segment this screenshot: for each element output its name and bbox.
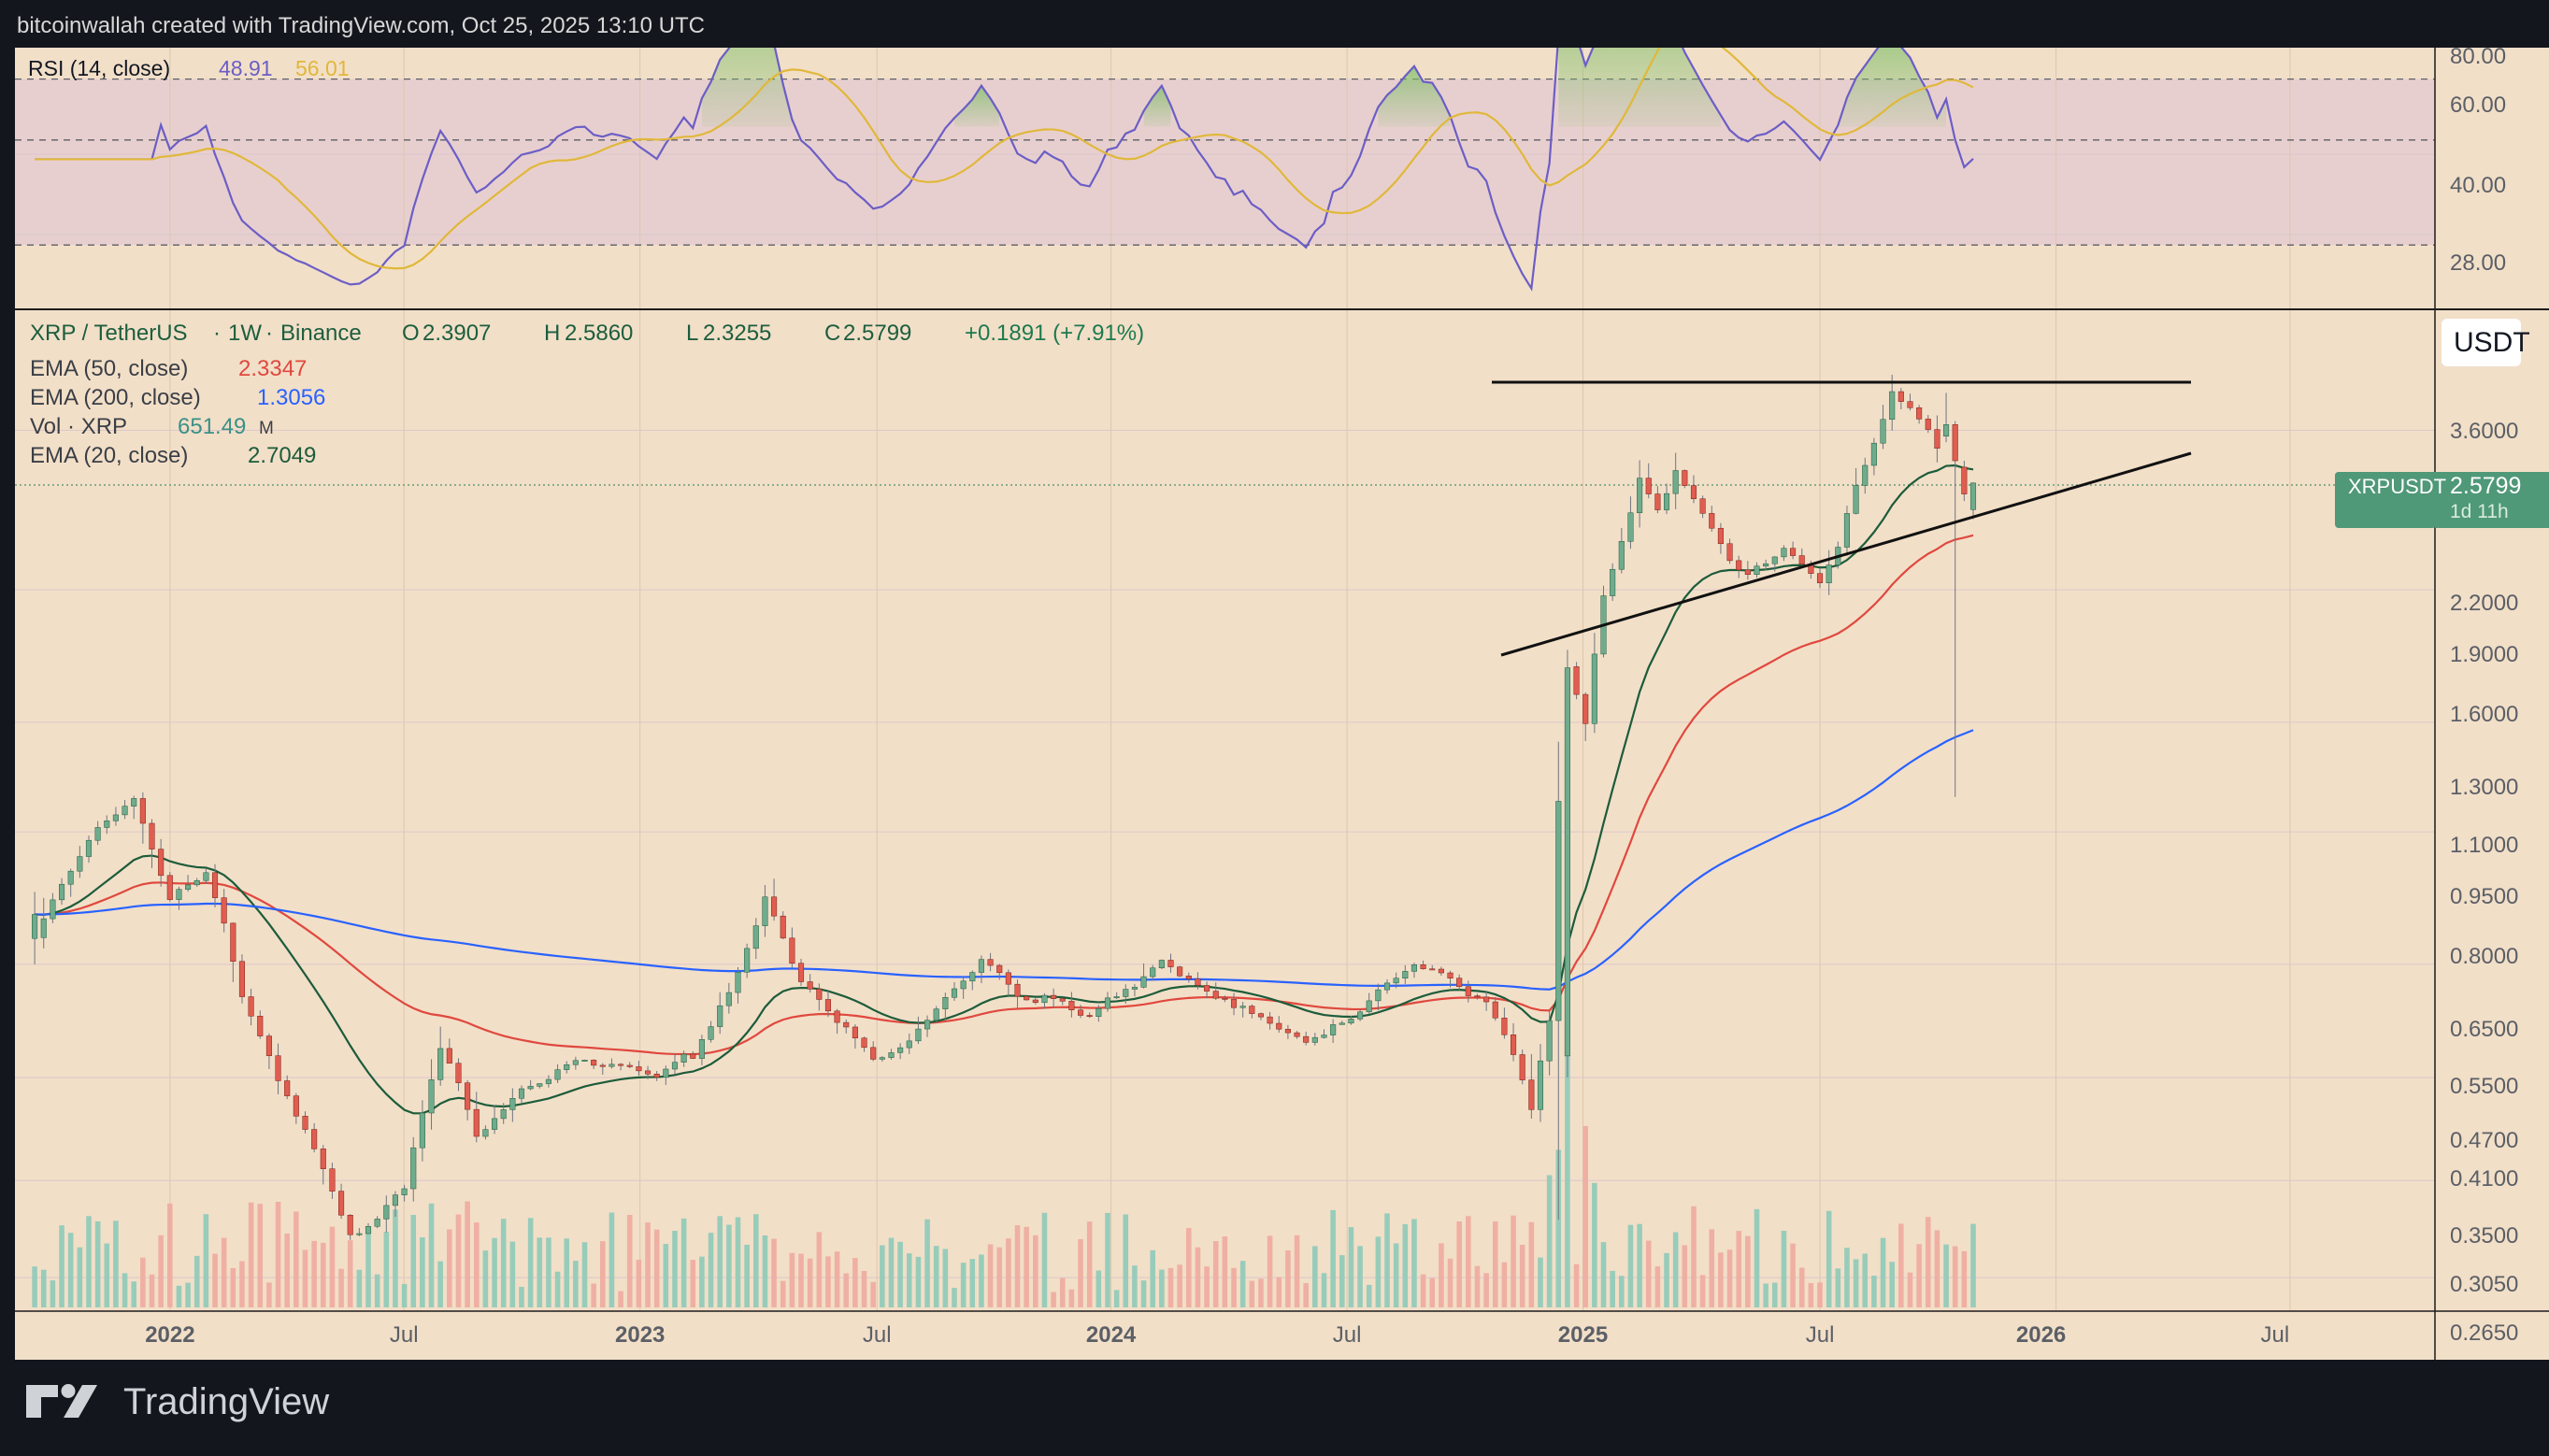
svg-text:EMA (200, close): EMA (200, close): [30, 385, 201, 410]
svg-text:651.49: 651.49: [178, 414, 246, 439]
svg-text:M: M: [259, 419, 274, 438]
svg-text:O: O: [402, 321, 420, 346]
svg-text:+0.1891 (+7.91%): +0.1891 (+7.91%): [965, 321, 1144, 346]
svg-text:2.3907: 2.3907: [422, 321, 491, 346]
svg-text:Vol · XRP: Vol · XRP: [30, 414, 127, 439]
svg-text:TradingView: TradingView: [123, 1381, 329, 1422]
svg-text:EMA (20, close): EMA (20, close): [30, 443, 188, 468]
svg-text:Binance: Binance: [280, 321, 362, 346]
svg-text:2.7049: 2.7049: [248, 443, 316, 468]
svg-text:2.5799: 2.5799: [843, 321, 911, 346]
svg-text:2.5860: 2.5860: [565, 321, 633, 346]
svg-text:1W: 1W: [228, 321, 262, 346]
svg-text:EMA (50, close): EMA (50, close): [30, 356, 188, 381]
svg-text:1.3056: 1.3056: [257, 385, 325, 410]
svg-text:XRP / TetherUS: XRP / TetherUS: [30, 321, 188, 346]
svg-text:·: ·: [265, 321, 273, 346]
svg-text:H: H: [544, 321, 560, 346]
svg-text:2.3347: 2.3347: [238, 356, 307, 381]
svg-text:L: L: [686, 321, 698, 346]
svg-text:·: ·: [213, 321, 221, 346]
svg-text:2.3255: 2.3255: [703, 321, 771, 346]
svg-text:C: C: [824, 321, 840, 346]
